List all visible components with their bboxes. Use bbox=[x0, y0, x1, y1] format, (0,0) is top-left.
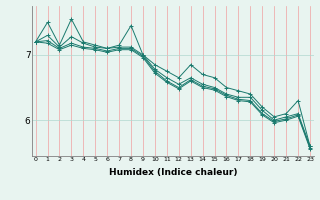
X-axis label: Humidex (Indice chaleur): Humidex (Indice chaleur) bbox=[108, 168, 237, 177]
